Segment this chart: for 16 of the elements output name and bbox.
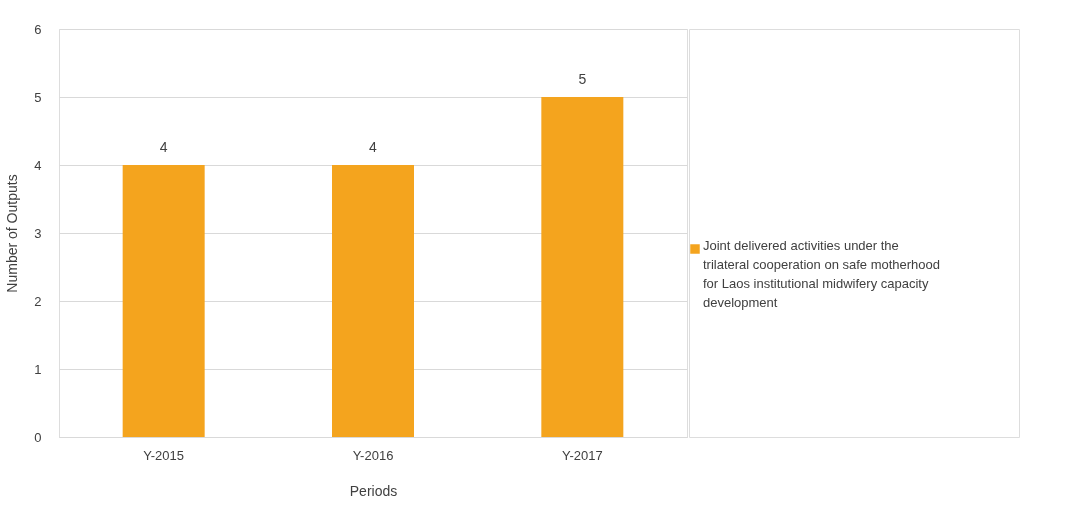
- y-tick-label: 4: [34, 157, 42, 173]
- y-tick-label: 0: [34, 429, 42, 445]
- y-tick-label: 1: [34, 361, 42, 377]
- y-tick-label: 3: [34, 225, 42, 241]
- x-axis-title: Periods: [349, 482, 398, 499]
- y-tick-label: 5: [34, 89, 42, 105]
- data-label: 4: [369, 139, 378, 155]
- y-tick-label: 6: [34, 21, 42, 37]
- x-tick-label: Y-2015: [143, 447, 185, 463]
- data-label: 4: [159, 139, 168, 155]
- x-tick-label: Y-2016: [352, 447, 394, 463]
- y-tick-label: 2: [34, 293, 42, 309]
- data-label: 5: [578, 71, 587, 87]
- x-tick-label: Y-2017: [561, 447, 603, 463]
- legend-label: Joint delivered activities under the trilateral cooperation on safe motherhood for Laos institutional midwifery capacity development: [703, 238, 941, 310]
- y-axis-title: Number of Outputs: [4, 174, 21, 293]
